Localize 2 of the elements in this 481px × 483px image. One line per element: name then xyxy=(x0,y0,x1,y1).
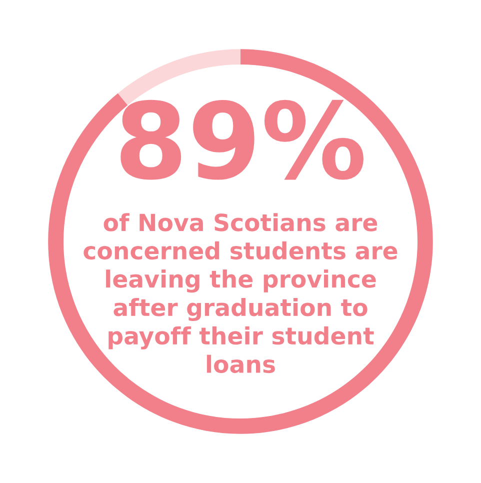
data-label: 89% xyxy=(120,100,364,180)
text: of Nova Scotians are concerned students are leaving the province after graduation to payoff their student loans xyxy=(84,213,398,374)
